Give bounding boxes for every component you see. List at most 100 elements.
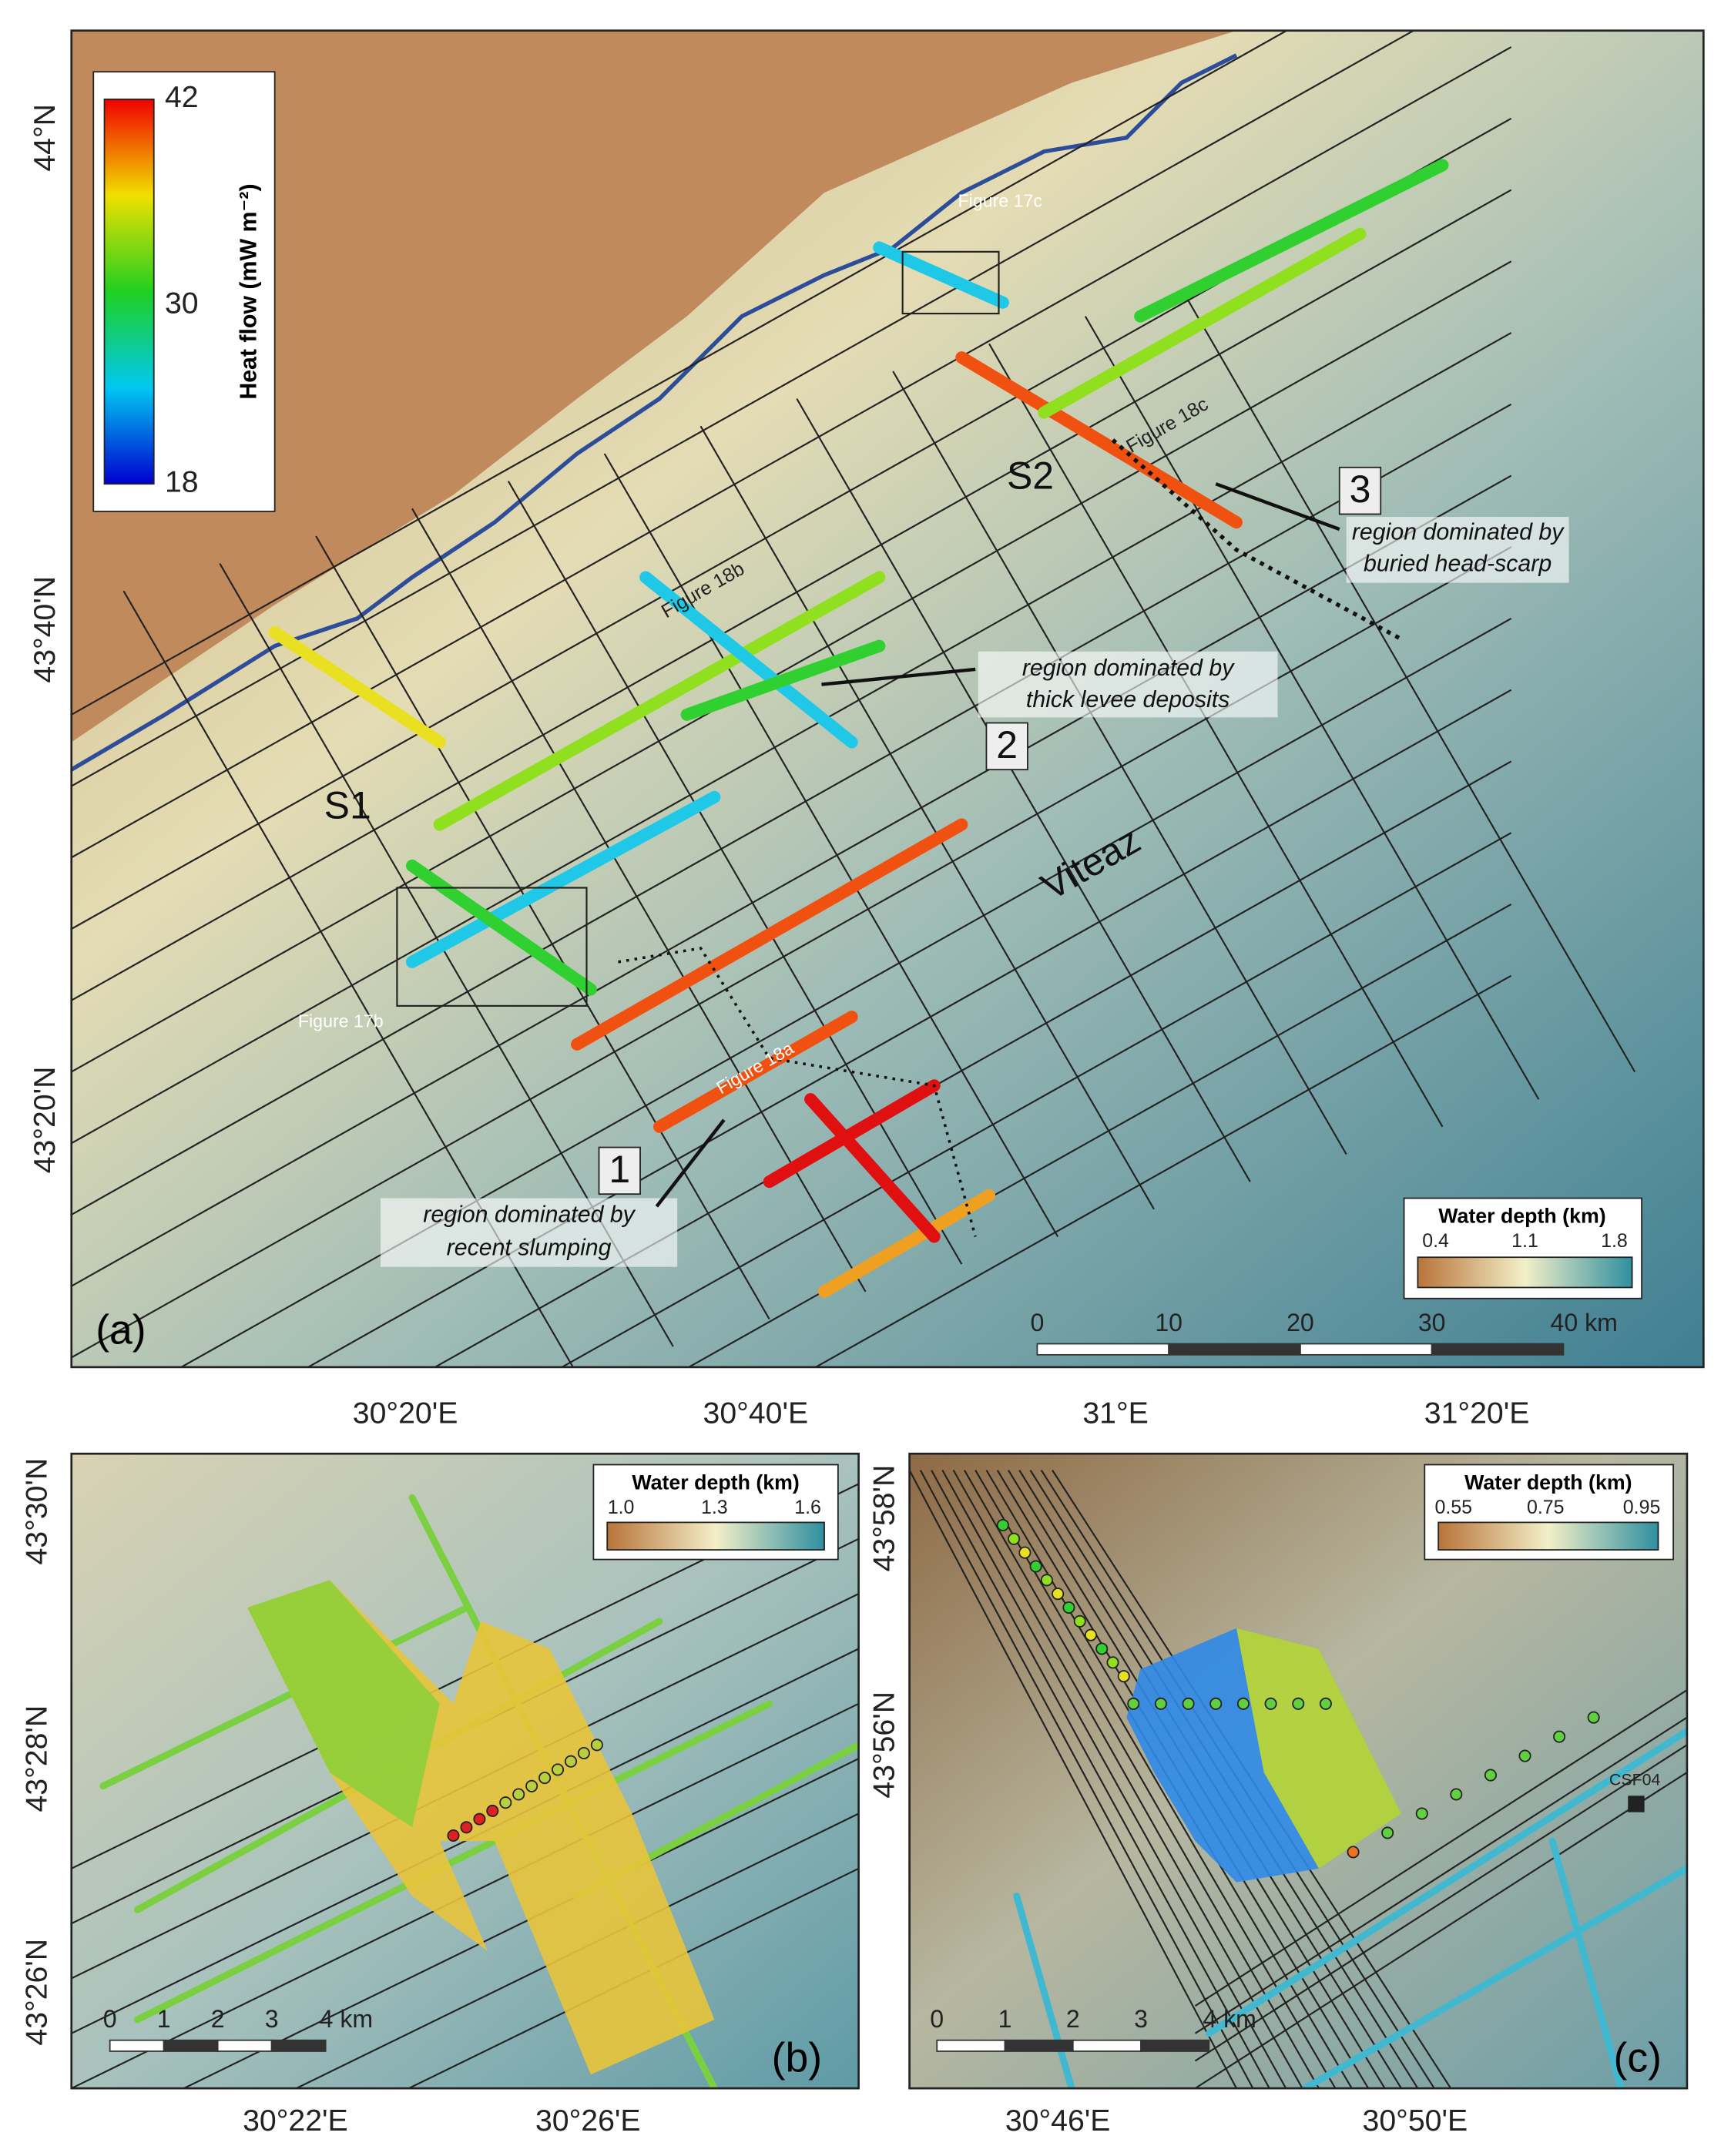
annotation-box — [380, 1198, 678, 1267]
heat-track — [405, 790, 721, 968]
scale-label: 30 — [1418, 1309, 1446, 1336]
track-line — [1194, 1716, 1687, 2034]
scale-segment — [163, 2039, 219, 2052]
track-line — [814, 974, 1512, 1367]
scale-segment — [270, 2039, 327, 2052]
station — [1587, 1711, 1600, 1724]
annotation: region dominated by — [1022, 656, 1235, 681]
area-label: S2 — [1007, 454, 1054, 497]
region-3: 3 region dominated by buried head-scarp — [1215, 466, 1569, 583]
scale-label: 40 km — [1551, 1309, 1618, 1336]
annotation: buried head-scarp — [1364, 551, 1552, 576]
track-line — [560, 832, 1512, 1367]
track-line — [71, 403, 1512, 1215]
legend-tick: 0.55 — [1434, 1497, 1472, 1518]
track-line — [975, 1470, 1337, 2089]
annotation: thick levee deposits — [1026, 687, 1229, 713]
station — [1415, 1807, 1428, 1820]
region-box — [598, 1146, 641, 1195]
region-number: 2 — [996, 723, 1018, 766]
track-line — [182, 1758, 859, 2089]
panel-label: (a) — [96, 1307, 146, 1353]
station — [1450, 1788, 1463, 1801]
track-line — [507, 481, 963, 1265]
annotation-box — [978, 651, 1278, 718]
track-line — [1194, 1744, 1687, 2062]
colorbar-tick: 30 — [165, 287, 199, 320]
legend-tick: 0.75 — [1527, 1497, 1565, 1518]
track-line — [892, 371, 1347, 1155]
scale-label: 3 — [265, 2005, 279, 2033]
track-line — [686, 903, 1512, 1367]
y-tick-label: 43°40'N — [28, 576, 62, 683]
legend-tick: 0.4 — [1422, 1230, 1449, 1252]
heat-track — [268, 625, 446, 749]
station — [1553, 1730, 1566, 1743]
heat-track — [570, 818, 968, 1051]
station — [996, 1518, 1009, 1532]
station — [1084, 1628, 1097, 1641]
track-line — [909, 1470, 1237, 2089]
x-tick-label: 31°20'E — [1424, 1397, 1530, 1430]
arrow — [655, 1118, 726, 1208]
scale-bar: 0 1 2 3 4 km — [103, 2005, 374, 2052]
panel-label: (b) — [772, 2036, 822, 2081]
track-line — [952, 1470, 1303, 2089]
heat-track — [680, 639, 886, 721]
legend-title: Water depth (km) — [1464, 1471, 1632, 1494]
x-tick-label: 30°20'E — [353, 1397, 458, 1430]
inset-box — [396, 887, 588, 1007]
station — [1008, 1532, 1021, 1545]
track-line — [796, 398, 1251, 1182]
track-line — [603, 453, 1059, 1238]
region-2: 2 region dominated by thick levee deposi… — [821, 651, 1278, 771]
legend-bar — [606, 1521, 825, 1551]
heat-track — [1205, 1728, 1687, 2037]
station — [538, 1772, 552, 1785]
track-line — [963, 1470, 1320, 2089]
scale-label: 2 — [211, 2005, 225, 2033]
legend-title: Water depth (km) — [632, 1471, 799, 1494]
scale-segment — [1300, 1343, 1433, 1356]
annotation: region dominated by — [423, 1202, 636, 1228]
station — [1292, 1697, 1305, 1710]
scale-segment — [1168, 1343, 1301, 1356]
y-tick-label: 43°20'N — [28, 1067, 62, 1174]
y-tick-label: 43°56'N — [867, 1692, 901, 1799]
track-line — [699, 425, 1155, 1210]
station — [447, 1829, 460, 1842]
track-line — [294, 1812, 859, 2089]
track-line — [931, 1470, 1270, 2089]
heat-track — [639, 571, 858, 749]
area-label: S1 — [324, 783, 371, 827]
frame — [70, 29, 1705, 1369]
tracks — [71, 30, 1636, 1367]
region-1: 1 region dominated by recent slumping — [380, 1118, 726, 1267]
scale-label: 4 km — [320, 2005, 374, 2033]
region-box — [985, 722, 1028, 771]
heat-track — [1038, 227, 1367, 419]
heat-track — [763, 1079, 941, 1189]
scale-label: 1 — [998, 2005, 1012, 2033]
station — [460, 1821, 473, 1834]
panel-a-map — [71, 30, 1704, 1367]
region-number: 3 — [1350, 468, 1371, 511]
station — [1073, 1614, 1086, 1628]
station — [1127, 1697, 1140, 1710]
heat-track — [652, 1011, 858, 1133]
scale-segment — [936, 2039, 1006, 2052]
frame — [908, 1452, 1689, 2090]
station — [1347, 1846, 1360, 1859]
track-line — [988, 343, 1444, 1128]
land — [71, 30, 1236, 743]
station — [1106, 1656, 1119, 1669]
annotation: recent slumping — [447, 1236, 612, 1261]
scale-segment — [1072, 2039, 1142, 2052]
panel-label: (c) — [1614, 2036, 1662, 2081]
legend-tick: 1.3 — [701, 1497, 728, 1518]
station — [1264, 1697, 1277, 1710]
figure-ref: Figure 17c — [958, 191, 1042, 211]
legend-title: Water depth (km) — [1438, 1205, 1605, 1228]
annotation: region dominated by — [1352, 519, 1565, 545]
